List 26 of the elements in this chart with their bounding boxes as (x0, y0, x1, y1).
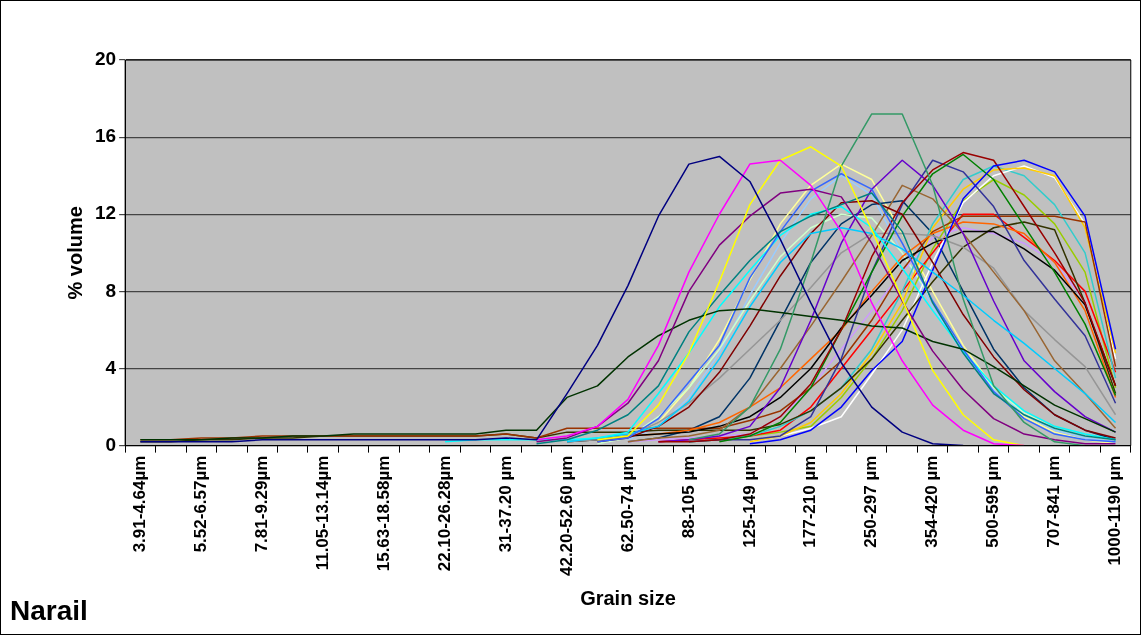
x-tick-label: 88-105 µm (678, 455, 698, 539)
y-tick-label: 20 (94, 48, 117, 70)
x-tick-label: 500-595 µm (983, 455, 1003, 548)
y-axis-title: % volume (63, 206, 86, 300)
x-tick-label: 7.81-9.29µm (251, 455, 271, 553)
y-tick-label: 8 (105, 279, 117, 301)
x-tick-label: 42.20-52.60 µm (556, 455, 576, 577)
x-tick-label: 5.52-6.57µm (191, 455, 211, 553)
x-tick-label: 15.63-18.58µm (373, 455, 393, 572)
x-tick-label: 177-210 µm (800, 455, 820, 548)
x-tick-label: 22.10-26.28µm (434, 455, 454, 572)
x-axis-title: Grain size (580, 586, 676, 609)
y-tick-label: 12 (94, 202, 117, 224)
y-tick-label: 0 (105, 433, 117, 455)
y-tick-label: 16 (94, 125, 117, 147)
x-tick-label: 11.05-13.14µm (312, 455, 332, 571)
x-tick-label: 354-420 µm (922, 455, 942, 548)
x-tick-label: 125-149 µm (739, 455, 759, 548)
text: Narail (10, 595, 88, 627)
x-tick-label: 1000-1190 µm (1105, 455, 1125, 566)
x-tick-label: 3.91-4.64µm (130, 455, 150, 553)
x-tick-label: 62.50-74 µm (617, 455, 637, 553)
x-tick-label: 31-37.20 µm (495, 455, 515, 553)
x-tick-label: 707-841 µm (1044, 455, 1064, 548)
y-tick-label: 4 (105, 356, 117, 378)
x-tick-label: 250-297 µm (861, 455, 881, 548)
